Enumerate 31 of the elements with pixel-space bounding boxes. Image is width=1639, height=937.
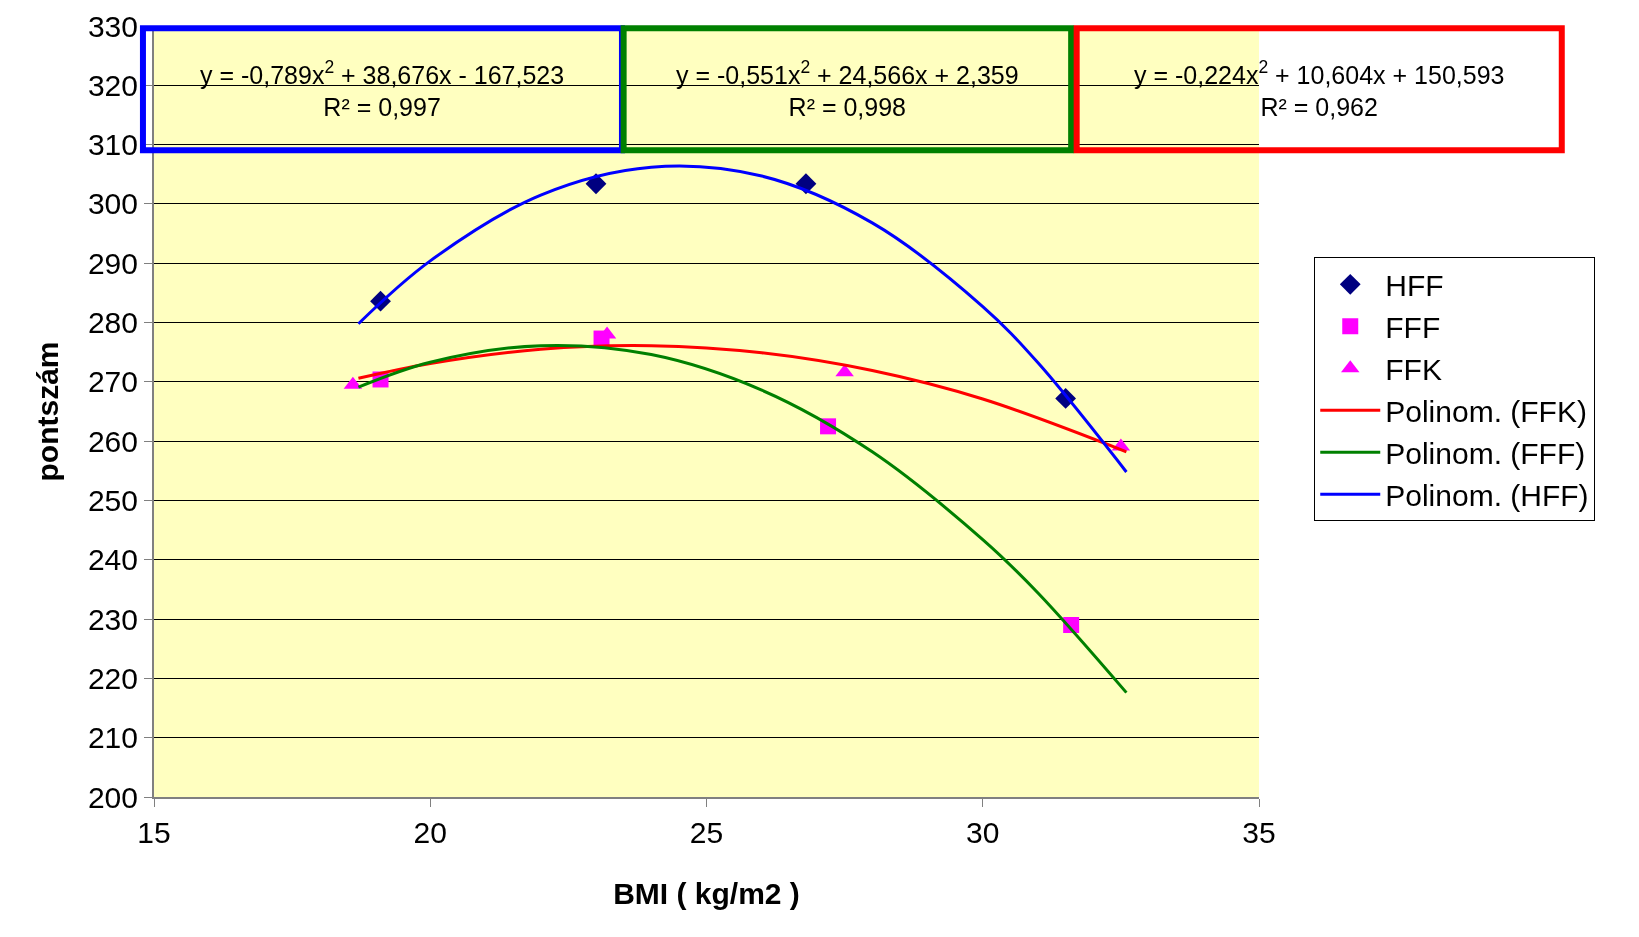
legend-label: FFK — [1385, 353, 1442, 386]
legend-label: Polinom. (FFK) — [1385, 395, 1587, 428]
y-tick-label: 250 — [87, 483, 138, 517]
y-tick-label: 210 — [87, 721, 138, 755]
annotation: y = -0,789x$^{2}$ + 38,676x - 167,523 R² = 0,997 — [200, 57, 565, 121]
x-tick-label: 20 — [413, 816, 447, 849]
y-tick-label: 300 — [87, 187, 138, 221]
y-tick-label: 230 — [87, 602, 138, 636]
annotation: y = -0,224x$^{2}$ + 10,604x + 150,593 R² = 0,962 — [1134, 57, 1505, 121]
y-tick-label: 220 — [87, 661, 138, 695]
y-tick-label: 290 — [87, 246, 138, 280]
y-tick-label: 310 — [87, 128, 138, 162]
x-tick-label: 15 — [137, 816, 171, 849]
x-tick-label: 35 — [1242, 816, 1276, 849]
x-axis-title: BMI ( kg/m2 ) — [613, 877, 800, 910]
y-tick-label: 260 — [87, 424, 138, 458]
y-tick-label: 320 — [87, 68, 138, 102]
y-axis-title: pontszám — [31, 341, 65, 482]
legend-label: HFF — [1385, 269, 1444, 302]
line-series — [356, 164, 1128, 474]
x-tick-label: 30 — [966, 816, 1000, 849]
y-tick-label: 270 — [87, 365, 138, 399]
y-tick-label: 330 — [87, 9, 138, 43]
y-tick-label: 240 — [87, 543, 138, 577]
legend-label: Polinom. (HFF) — [1385, 479, 1589, 512]
x-tick-label: 25 — [689, 816, 724, 849]
legend-label: FFF — [1385, 311, 1441, 344]
annotation: y = -0,551x$^{2}$ + 24,566x + 2,359 R² = 0,998 — [676, 57, 1019, 121]
legend-label: Polinom. (FFF) — [1385, 437, 1586, 470]
y-tick-label: 280 — [87, 306, 138, 340]
y-tick-label: 200 — [87, 780, 138, 814]
